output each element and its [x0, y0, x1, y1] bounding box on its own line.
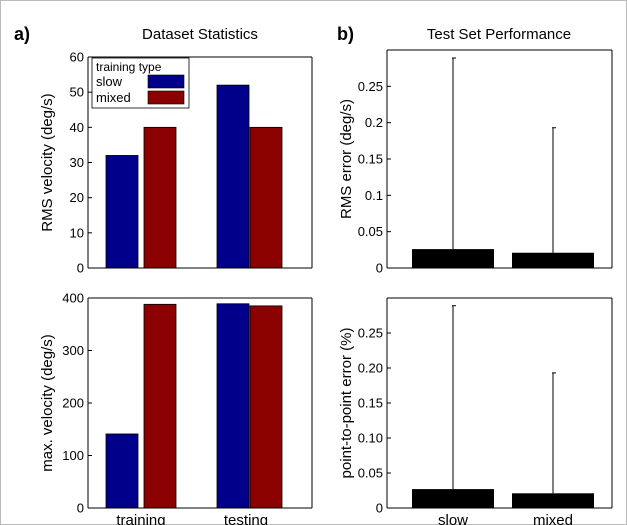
y-tick-label: 400	[62, 291, 84, 306]
bar-slow	[412, 489, 494, 508]
panel-b-title: Test Set Performance	[427, 26, 571, 43]
bar-mixed	[512, 493, 594, 508]
y-tick-label: 50	[70, 85, 84, 100]
legend-label-slow: slow	[96, 74, 123, 89]
y-tick-label: 0	[77, 261, 84, 276]
chart-max-velocity: 0 100 200 300 400 max. velocity (deg/s) traini…	[39, 291, 313, 525]
x-tick-label: mixed	[533, 512, 573, 525]
legend-swatch-slow	[147, 74, 185, 89]
bar-mixed	[512, 252, 594, 268]
y-tick-label: 20	[70, 190, 84, 205]
bar-slow-testing	[216, 84, 250, 269]
y-tick-label: 100	[62, 448, 84, 463]
bar-mixed-testing	[249, 305, 283, 509]
panel-a-label: a)	[14, 24, 30, 44]
bar-mixed-testing	[249, 126, 283, 269]
y-axis-label: RMS error (deg/s)	[338, 99, 355, 219]
y-tick-label: 10	[70, 225, 84, 240]
y-axis-label: RMS velocity (deg/s)	[39, 93, 56, 231]
legend-title: training type	[96, 60, 162, 74]
x-tick-label: training	[116, 512, 165, 525]
y-tick-label: 0	[77, 501, 84, 516]
panel-b-label: b)	[337, 24, 354, 44]
y-tick-label: 30	[70, 155, 84, 170]
x-tick-label: slow	[438, 512, 468, 525]
y-tick-label: 0	[376, 261, 383, 276]
y-tick-label: 0.25	[358, 326, 383, 341]
y-tick-label: 40	[70, 120, 84, 135]
y-tick-label: 60	[70, 50, 84, 65]
y-tick-label: 200	[62, 396, 84, 411]
y-tick-label: 0.05	[358, 466, 383, 481]
y-tick-label: 0.20	[358, 361, 383, 376]
panel-a-title: Dataset Statistics	[142, 26, 258, 43]
y-axis-label: point-to-point error (%)	[338, 328, 355, 479]
bar-mixed-training	[143, 303, 177, 509]
x-tick-label: testing	[224, 512, 268, 525]
y-tick-label: 0.15	[358, 396, 383, 411]
chart-rms-velocity: 0 10 20 30 40 50 60 RMS velocity (deg/s) trainin…	[39, 50, 313, 276]
y-tick-label: 0.2	[365, 115, 383, 130]
bar-slow	[412, 249, 494, 268]
legend-swatch-mixed	[147, 90, 185, 105]
y-axis-label: max. velocity (deg/s)	[39, 334, 56, 472]
y-tick-label: 0.25	[358, 79, 383, 94]
y-tick-label: 0.1	[365, 188, 383, 203]
legend-label-mixed: mixed	[96, 90, 131, 105]
y-tick-label: 0.15	[358, 152, 383, 167]
y-tick-label: 0.05	[358, 224, 383, 239]
bar-slow-training	[105, 155, 139, 269]
bar-mixed-training	[143, 126, 177, 269]
bar-slow-training	[105, 433, 139, 509]
bar-slow-testing	[216, 303, 250, 509]
y-tick-label: 0.10	[358, 431, 383, 446]
y-tick-label: 300	[62, 343, 84, 358]
y-tick-label: 0	[376, 501, 383, 516]
